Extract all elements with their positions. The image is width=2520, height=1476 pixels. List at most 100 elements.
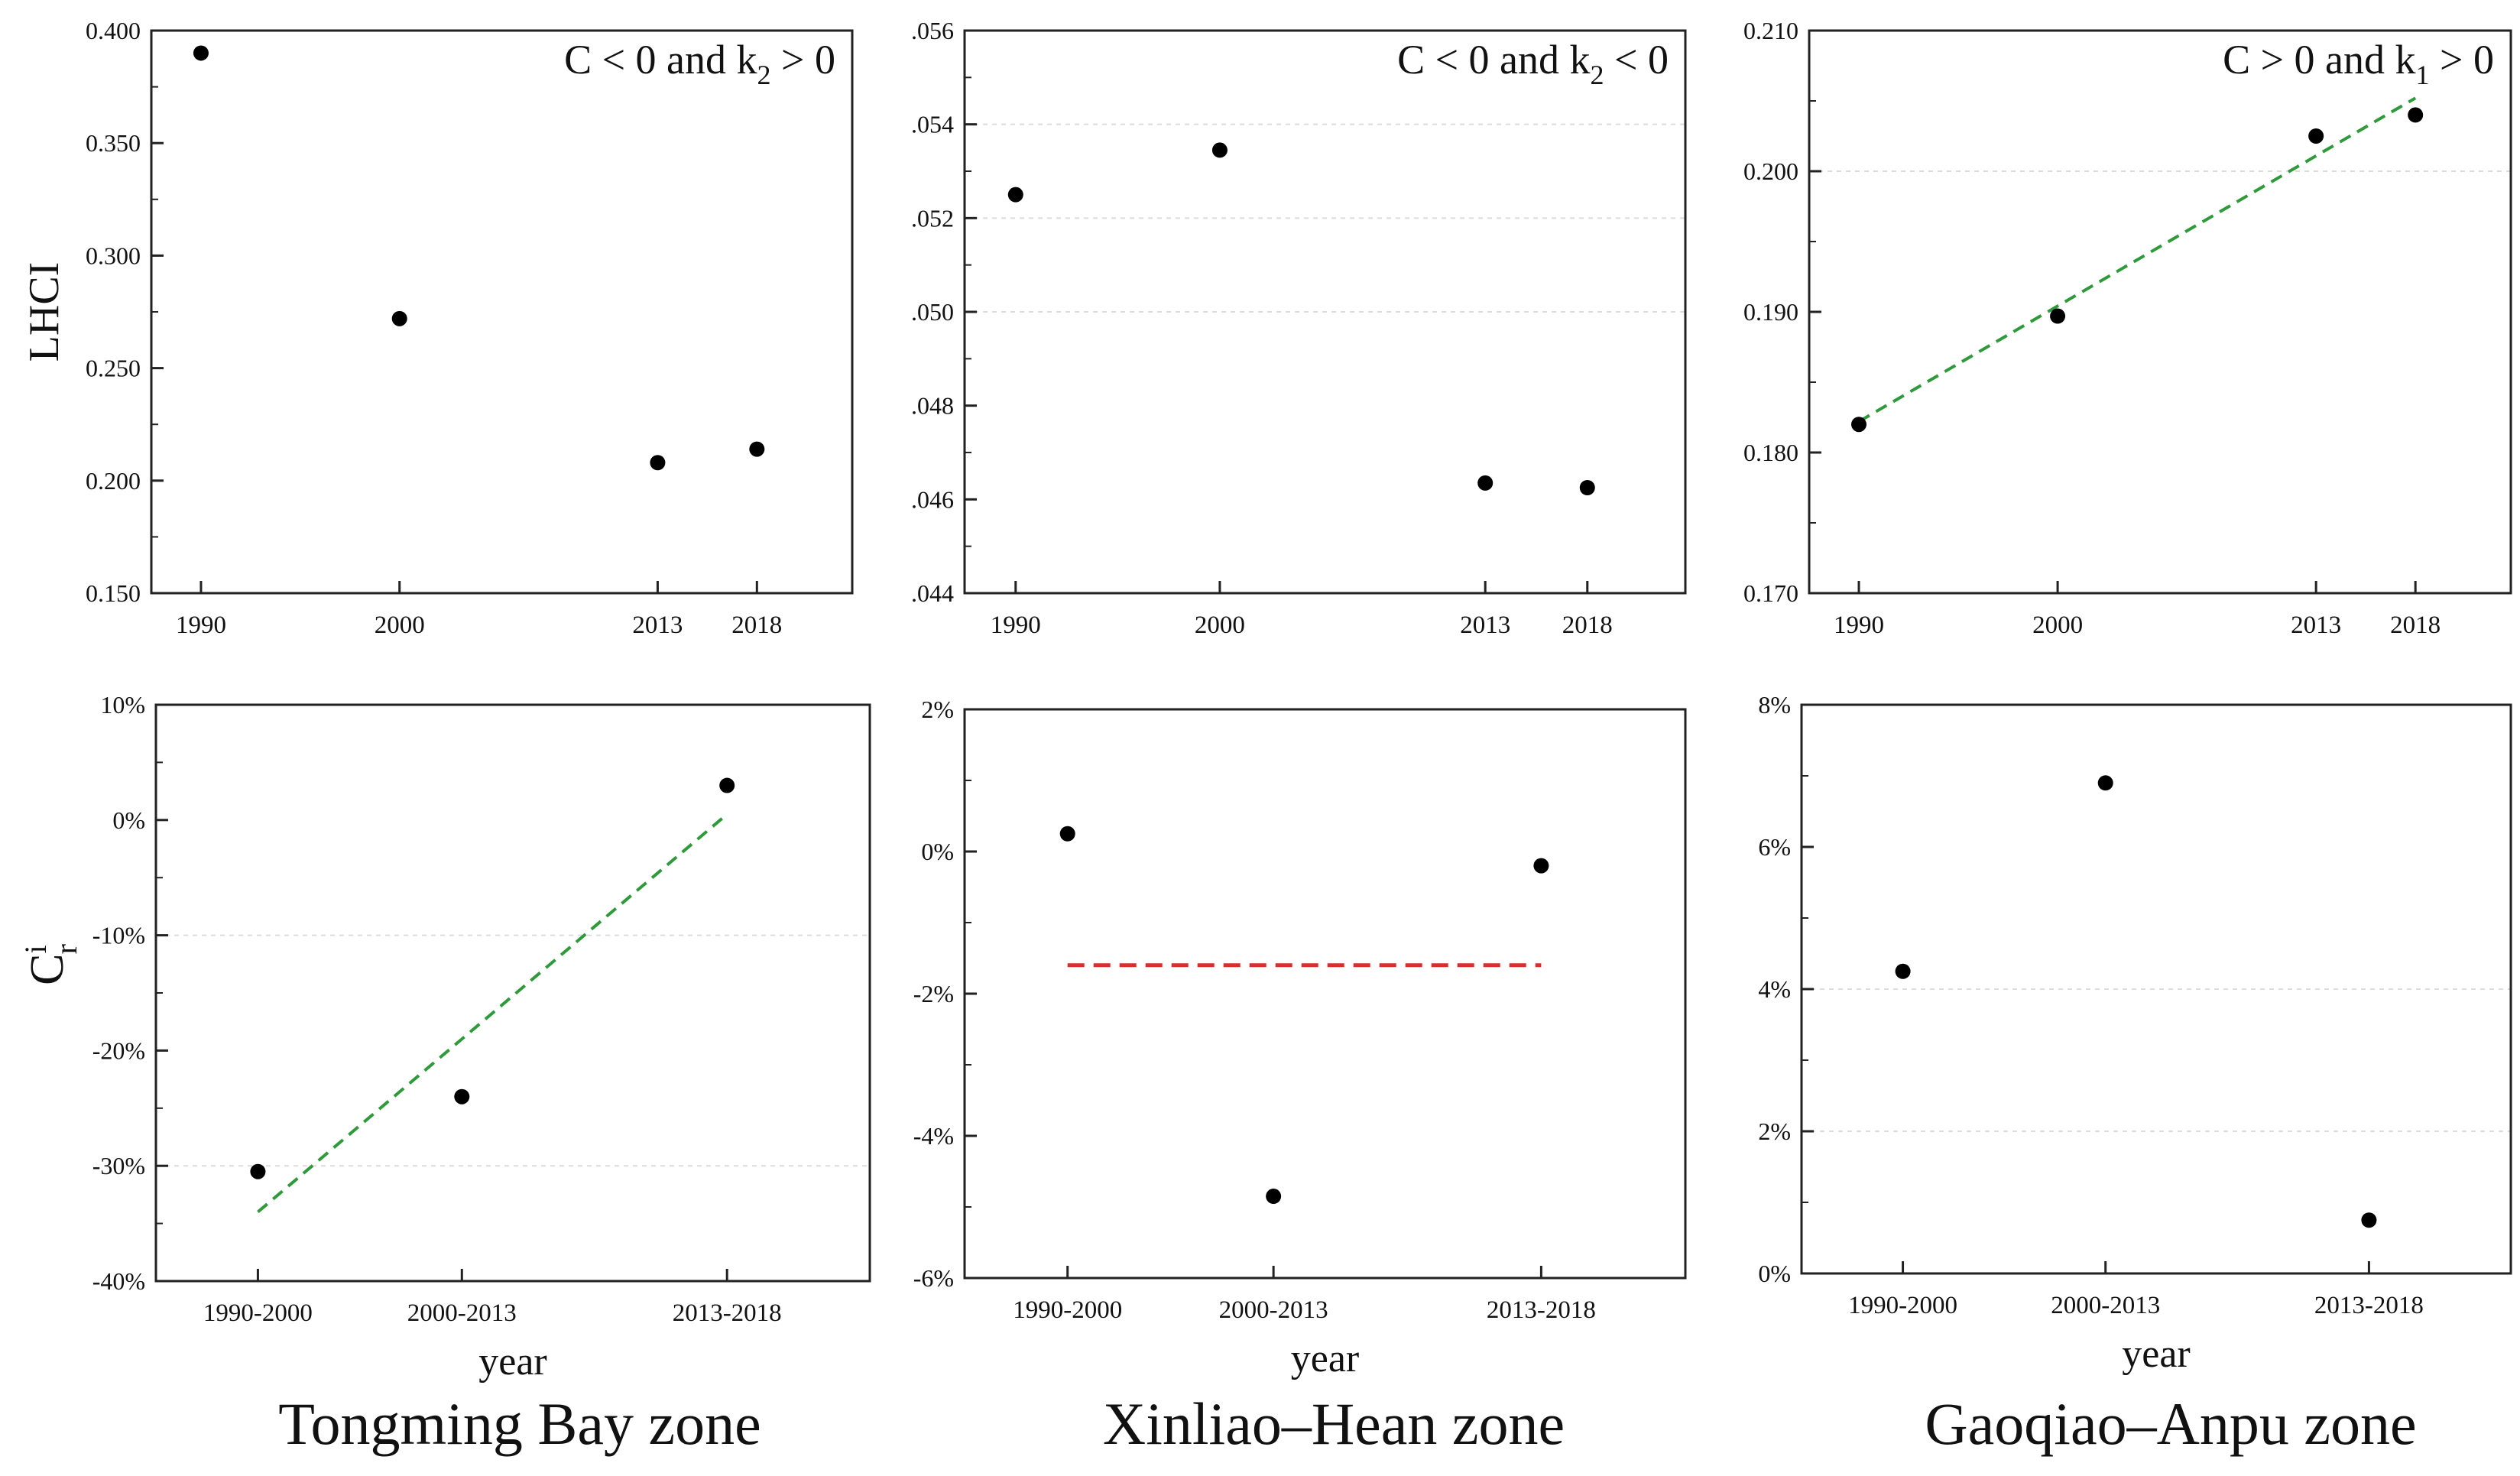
y-tick-label: 0.210 bbox=[1743, 17, 1798, 44]
y-tick-label: -6% bbox=[913, 1264, 954, 1292]
y-tick-label: 0.250 bbox=[86, 355, 141, 382]
y-tick-label: 8% bbox=[1758, 691, 1791, 719]
annotation-text: > 0 bbox=[2430, 37, 2494, 83]
y-tick-label: .052 bbox=[911, 204, 954, 232]
zone-title-xinliao: Xinliao–Hean zone bbox=[1102, 1390, 1565, 1457]
data-point bbox=[1211, 142, 1228, 158]
x-tick-label: 2000-2013 bbox=[407, 1299, 517, 1327]
condition-annotation: C < 0 and k2 < 0 bbox=[1397, 37, 1669, 90]
y-tick-label: .048 bbox=[911, 392, 954, 420]
y-tick-label: 0.200 bbox=[1743, 157, 1798, 185]
x-tick-label: 2013-2018 bbox=[2314, 1292, 2424, 1319]
y-tick-label: 0.150 bbox=[86, 579, 141, 607]
data-point bbox=[1266, 1189, 1282, 1205]
data-point bbox=[250, 1163, 266, 1179]
annotation-text: > 0 bbox=[771, 37, 835, 83]
y-tick-label: 0% bbox=[1758, 1260, 1791, 1287]
data-point bbox=[719, 777, 735, 793]
trend-line bbox=[257, 813, 728, 1214]
y-tick-label: .050 bbox=[911, 298, 954, 326]
plot-frame bbox=[1808, 29, 2512, 595]
data-point bbox=[2408, 107, 2424, 123]
y-tick-label: 6% bbox=[1758, 833, 1791, 861]
x-tick-label: 2013 bbox=[632, 611, 683, 639]
annotation-subscript: 2 bbox=[757, 60, 771, 90]
y-tick-label: 0% bbox=[112, 806, 145, 834]
y-tick-label: 0.170 bbox=[1743, 579, 1798, 607]
plot-frame bbox=[154, 703, 871, 1283]
condition-annotation: C < 0 and k2 > 0 bbox=[564, 37, 835, 90]
x-tick-label: 2000-2013 bbox=[1219, 1296, 1328, 1324]
x-tick-label: 2013 bbox=[1460, 611, 1510, 639]
x-tick-label: 2000 bbox=[1195, 611, 1245, 639]
x-tick-label: 2013 bbox=[2291, 611, 2341, 639]
y-tick-label: 0.400 bbox=[86, 17, 141, 44]
x-tick-label: 2018 bbox=[2390, 611, 2441, 639]
y-axis-label-subscript: r bbox=[49, 944, 83, 954]
x-tick-label: 2000-2013 bbox=[2051, 1292, 2160, 1319]
data-point bbox=[391, 310, 407, 326]
data-point bbox=[2050, 308, 2066, 324]
x-tick-label: 2000 bbox=[2032, 611, 2083, 639]
x-axis-label: year bbox=[478, 1340, 546, 1384]
y-tick-label: -30% bbox=[92, 1152, 145, 1179]
y-tick-label: 0.190 bbox=[1743, 298, 1798, 326]
y-tick-label: .046 bbox=[911, 485, 954, 513]
annotation-text: C > 0 and k bbox=[2223, 37, 2415, 83]
x-tick-label: 1990 bbox=[176, 611, 226, 639]
y-axis-label-cri: Cir bbox=[18, 944, 83, 985]
data-point bbox=[2308, 128, 2324, 144]
annotation-subscript: 2 bbox=[1591, 60, 1604, 90]
y-tick-label: 0.350 bbox=[86, 129, 141, 157]
y-tick-label: 0.300 bbox=[86, 242, 141, 269]
data-point bbox=[650, 455, 666, 471]
annotation-subscript: 1 bbox=[2416, 60, 2430, 90]
chart-top-xinliao: .044 .046 .048 .050 .052 .054 .056 1990 2000 2013… bbox=[911, 17, 1687, 639]
y-tick-label: .044 bbox=[911, 579, 954, 607]
x-tick-label: 1990 bbox=[1834, 611, 1884, 639]
y-axis-label-superscript: i bbox=[18, 945, 53, 953]
x-tick-label: 2000 bbox=[375, 611, 425, 639]
x-tick-label: 2013-2018 bbox=[673, 1299, 782, 1327]
annotation-text: C < 0 and k bbox=[564, 37, 757, 83]
data-point bbox=[1477, 475, 1494, 491]
condition-annotation: C > 0 and k1 > 0 bbox=[2223, 37, 2494, 90]
y-tick-label: -40% bbox=[92, 1267, 145, 1295]
y-axis-label-main: C bbox=[21, 954, 73, 985]
data-point bbox=[1579, 480, 1595, 495]
x-axis-label: year bbox=[1291, 1337, 1359, 1380]
y-tick-label: 4% bbox=[1758, 975, 1791, 1003]
x-tick-label: 1990-2000 bbox=[1013, 1296, 1122, 1324]
x-tick-label: 1990 bbox=[991, 611, 1041, 639]
annotation-text: < 0 bbox=[1604, 37, 1669, 83]
data-point bbox=[193, 45, 209, 61]
y-tick-label: .056 bbox=[911, 17, 954, 44]
zone-title-gaoqiao: Gaoqiao–Anpu zone bbox=[1925, 1390, 2417, 1457]
y-tick-label: 2% bbox=[1758, 1118, 1791, 1145]
y-tick-label: -10% bbox=[92, 922, 145, 949]
data-point bbox=[1533, 858, 1549, 874]
y-tick-label: 0.200 bbox=[86, 467, 141, 495]
x-axis-label: year bbox=[2122, 1332, 2190, 1376]
chart-bottom-gaoqiao: 0% 2% 4% 6% 8% 1990-2000 2000-2013 2013-2018 yea… bbox=[1758, 691, 2512, 1376]
data-point bbox=[2097, 775, 2113, 791]
plot-frame bbox=[150, 29, 854, 595]
data-point bbox=[1059, 826, 1075, 842]
y-tick-label: -2% bbox=[913, 980, 954, 1007]
annotation-text: C < 0 and k bbox=[1397, 37, 1590, 83]
data-point bbox=[454, 1088, 470, 1105]
x-tick-label: 2013-2018 bbox=[1487, 1296, 1596, 1324]
chart-bottom-tongming: -40% -30% -20% -10% 0% 10% 1990-2000 2000-2013 2… bbox=[92, 691, 871, 1384]
chart-top-gaoqiao: 0.170 0.180 0.190 0.200 0.210 1990 2000 2013 201… bbox=[1743, 17, 2512, 639]
y-axis-label-lhci: LHCI bbox=[21, 262, 68, 362]
data-point bbox=[2361, 1212, 2377, 1228]
zone-title-tongming: Tongming Bay zone bbox=[278, 1390, 761, 1457]
plot-frame bbox=[963, 708, 1687, 1280]
chart-bottom-xinliao: -6% -4% -2% 0% 2% 1990-2000 2000-2013 2013-2018… bbox=[913, 696, 1687, 1380]
x-tick-label: 1990-2000 bbox=[1848, 1292, 1957, 1319]
x-tick-label: 2018 bbox=[731, 611, 782, 639]
x-tick-label: 2018 bbox=[1562, 611, 1613, 639]
y-tick-label: 0.180 bbox=[1743, 439, 1798, 466]
plot-frame bbox=[1800, 703, 2512, 1275]
